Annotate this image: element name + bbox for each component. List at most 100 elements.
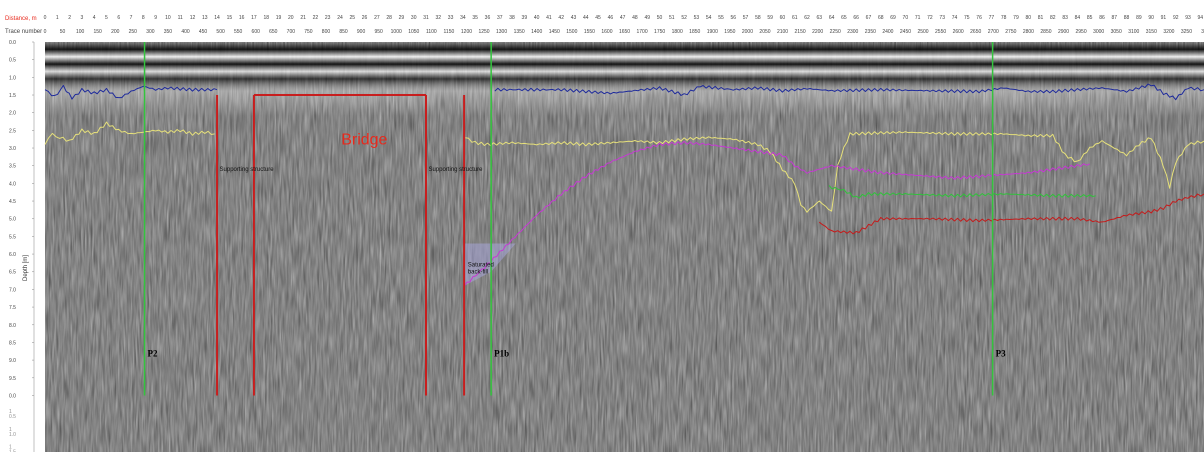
distance-tick: 87 — [1111, 15, 1117, 21]
distance-tick: 73 — [939, 15, 945, 21]
distance-tick: 60 — [780, 15, 786, 21]
trace-tick: 0 — [44, 29, 47, 35]
distance-tick: 43 — [571, 15, 577, 21]
distance-tick: 55 — [718, 15, 724, 21]
trace-tick: 2900 — [1058, 29, 1069, 35]
distance-tick: 0 — [44, 15, 47, 21]
distance-tick: 1 — [56, 15, 59, 21]
horizon-yellow — [44, 121, 215, 145]
trace-tick: 1300 — [496, 29, 507, 35]
distance-tick: 10 — [165, 15, 171, 21]
depth-tick-faint-line: 1 — [9, 427, 12, 433]
distance-tick: 42 — [558, 15, 564, 21]
supporting-structure-label-right: Supporting structure — [428, 167, 483, 173]
trace-tick: 1250 — [478, 29, 489, 35]
distance-tick: 50 — [657, 15, 663, 21]
distance-tick: 77 — [989, 15, 995, 21]
distance-tick: 74 — [952, 15, 958, 21]
depth-tick: 4.5 — [9, 199, 16, 205]
borehole-label: P2 — [148, 349, 158, 359]
trace-tick: 1150 — [444, 29, 455, 35]
depth-tick: 8.0 — [9, 323, 16, 329]
trace-tick: 1200 — [461, 29, 472, 35]
distance-tick: 26 — [362, 15, 368, 21]
trace-tick: 50 — [60, 29, 66, 35]
distance-tick: 14 — [214, 15, 220, 21]
depth-tick: 9.0 — [9, 358, 16, 364]
trace-tick: 450 — [199, 29, 208, 35]
distance-tick: 2 — [68, 15, 71, 21]
trace-tick: 1050 — [408, 29, 419, 35]
depth-tick: 7.0 — [9, 287, 16, 293]
trace-tick: 2300 — [847, 29, 858, 35]
depth-tick: 3.0 — [9, 146, 16, 152]
distance-tick: 36 — [485, 15, 491, 21]
distance-tick: 86 — [1099, 15, 1105, 21]
distance-tick: 69 — [890, 15, 896, 21]
distance-tick: 47 — [620, 15, 626, 21]
distance-tick: 54 — [706, 15, 712, 21]
trace-tick: 33 — [1201, 29, 1204, 35]
distance-tick: 29 — [399, 15, 405, 21]
distance-tick: 85 — [1087, 15, 1093, 21]
depth-tick-faint: 11.5 — [9, 444, 16, 452]
trace-tick: 800 — [322, 29, 331, 35]
depth-tick: 0.5 — [9, 58, 16, 64]
depth-axis: Depth [m] 0.0 0.5 1.0 1.5 2.0 2.5 3.0 3.5 4.0 4.5… — [9, 40, 35, 452]
trace-tick: 2700 — [988, 29, 999, 35]
trace-tick: 3100 — [1128, 29, 1139, 35]
distance-tick: 6 — [117, 15, 120, 21]
trace-tick: 3200 — [1163, 29, 1174, 35]
depth-axis-title: Depth [m] — [23, 255, 29, 281]
distance-tick: 15 — [227, 15, 233, 21]
trace-tick: 2450 — [900, 29, 911, 35]
distance-tick: 70 — [903, 15, 909, 21]
distance-tick: 79 — [1013, 15, 1019, 21]
distance-ticks: 0 1 2 3 4 5 6 7 8 9 10 11 12 13 14 15 16 17 18 19 20 21 22 23 24… — [44, 15, 1204, 21]
trace-tick: 3050 — [1111, 29, 1122, 35]
depth-tick: 5.0 — [9, 217, 16, 223]
depth-tick: 3.5 — [9, 164, 16, 170]
distance-tick: 56 — [730, 15, 736, 21]
distance-tick: 93 — [1185, 15, 1191, 21]
distance-tick: 62 — [804, 15, 810, 21]
distance-tick: 19 — [276, 15, 282, 21]
distance-tick: 16 — [239, 15, 245, 21]
trace-tick: 2350 — [865, 29, 876, 35]
depth-tick: 2.5 — [9, 128, 16, 134]
distance-tick: 49 — [644, 15, 650, 21]
distance-tick: 65 — [841, 15, 847, 21]
bridge-structure — [216, 94, 466, 396]
distance-tick: 72 — [927, 15, 933, 21]
trace-tick: 400 — [181, 29, 190, 35]
trace-tick: 2250 — [830, 29, 841, 35]
trace-tick: 1400 — [531, 29, 542, 35]
distance-tick: 7 — [130, 15, 133, 21]
distance-tick: 46 — [608, 15, 614, 21]
distance-tick: 21 — [300, 15, 306, 21]
depth-tick-faint-line: 1.0 — [9, 432, 16, 438]
trace-tick: 550 — [234, 29, 243, 35]
trace-tick: 2100 — [777, 29, 788, 35]
depth-tick-faint: 1 1.0 — [9, 427, 16, 438]
horizon-green — [828, 185, 1096, 199]
depth-tick: 1.5 — [9, 93, 16, 99]
trace-tick: 2750 — [1005, 29, 1016, 35]
radargram-plot: P2 P1b P3 Bridge Supporting structure Supp… — [44, 42, 1204, 452]
distance-tick: 84 — [1075, 15, 1081, 21]
trace-tick: 900 — [357, 29, 366, 35]
surface-reflections — [45, 42, 1204, 288]
distance-tick: 13 — [202, 15, 208, 21]
trace-tick: 1900 — [707, 29, 718, 35]
trace-tick: 1450 — [549, 29, 560, 35]
distance-tick: 30 — [411, 15, 417, 21]
distance-tick: 51 — [669, 15, 675, 21]
distance-tick: 9 — [154, 15, 157, 21]
distance-tick: 75 — [964, 15, 970, 21]
distance-tick: 4 — [93, 15, 96, 21]
trace-tick: 850 — [339, 29, 348, 35]
distance-tick: 88 — [1124, 15, 1130, 21]
distance-tick: 31 — [423, 15, 429, 21]
distance-tick: 28 — [386, 15, 392, 21]
